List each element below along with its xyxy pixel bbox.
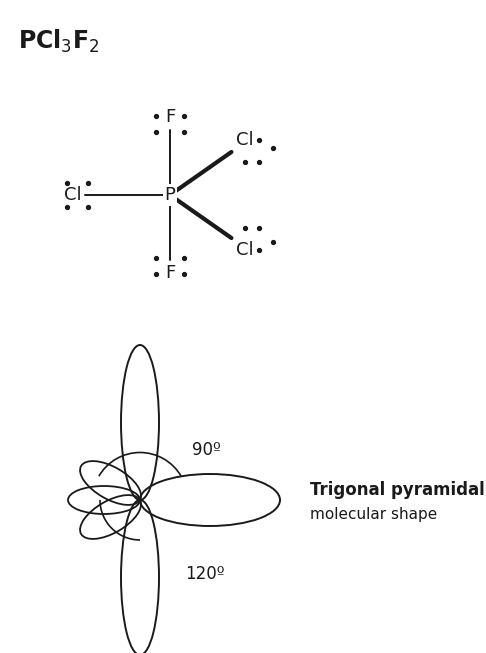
Text: Cl: Cl [236,131,254,149]
Text: Cl: Cl [64,186,82,204]
Text: Cl: Cl [236,241,254,259]
Text: F: F [165,108,175,126]
Text: Trigonal pyramidal: Trigonal pyramidal [310,481,485,499]
Text: 120º: 120º [185,565,225,583]
Text: molecular shape: molecular shape [310,507,437,522]
Text: PCl$_3$F$_2$: PCl$_3$F$_2$ [18,28,100,56]
Text: 90º: 90º [192,441,221,459]
Text: P: P [165,186,175,204]
Text: F: F [165,264,175,282]
